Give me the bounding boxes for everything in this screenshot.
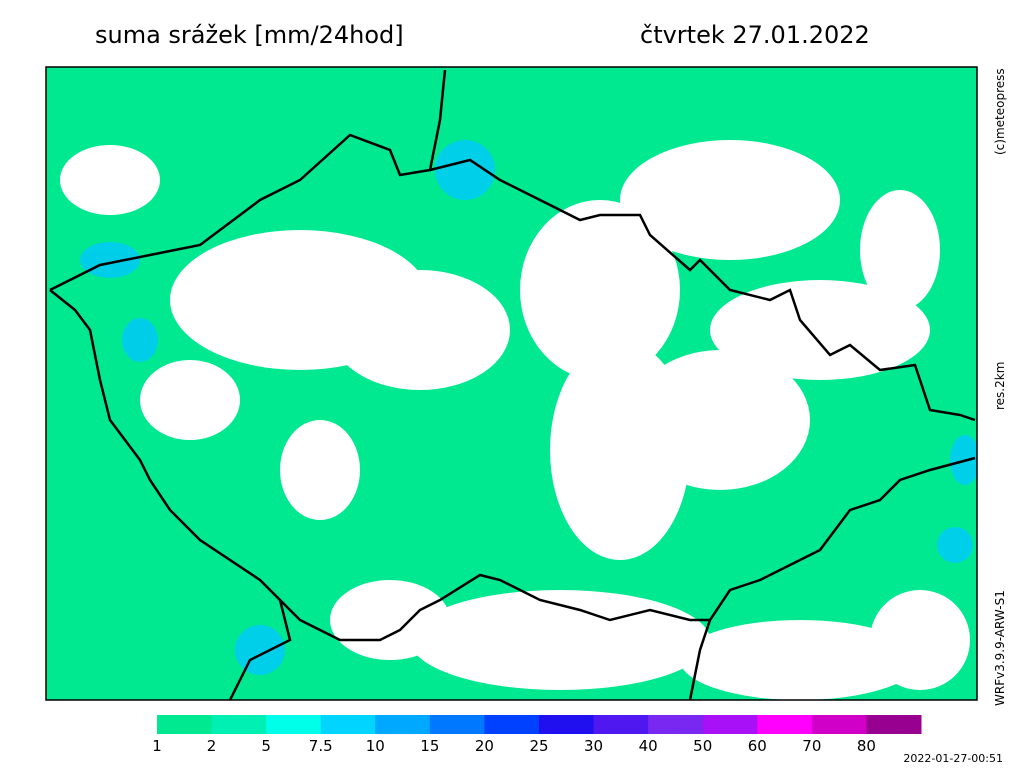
colorbar-label: 50 [693, 737, 712, 755]
colorbar-segment [375, 715, 431, 734]
colorbar-label: 60 [748, 737, 767, 755]
colorbar-segment [484, 715, 540, 734]
colorbar-segment [157, 715, 213, 734]
colorbar-label: 10 [366, 737, 385, 755]
colorbar-label: 1 [152, 737, 162, 755]
colorbar-segment [211, 715, 267, 734]
colorbar-segment [429, 715, 485, 734]
colorbar-segment [757, 715, 813, 734]
map [45, 66, 978, 701]
colorbar-label: 25 [529, 737, 548, 755]
colorbar-label: 2 [207, 737, 217, 755]
copyright: (c)meteopress [993, 68, 1007, 155]
timestamp: 2022-01-27-00:51 [903, 752, 1003, 765]
colorbar-segment [593, 715, 649, 734]
colorbar-label: 80 [857, 737, 876, 755]
colorbar-segment [539, 715, 595, 734]
colorbar-segment [702, 715, 758, 734]
resolution: res.2km [993, 362, 1007, 410]
map-title: suma srážek [mm/24hod] [95, 21, 404, 49]
colorbar-label: 40 [639, 737, 658, 755]
colorbar-segment [320, 715, 376, 734]
map-date: čtvrtek 27.01.2022 [640, 21, 870, 49]
model: WRFv3.9.9-ARW-S1 [993, 590, 1007, 706]
colorbar-label: 15 [420, 737, 439, 755]
colorbar-label: 5 [261, 737, 271, 755]
colorbar-label: 7.5 [309, 737, 333, 755]
colorbar-segment [266, 715, 322, 734]
colorbar-label: 20 [475, 737, 494, 755]
colorbar-segment [866, 715, 922, 734]
colorbar-segment [811, 715, 867, 734]
colorbar-segment [648, 715, 704, 734]
colorbar-label: 70 [802, 737, 821, 755]
colorbar-label: 30 [584, 737, 603, 755]
